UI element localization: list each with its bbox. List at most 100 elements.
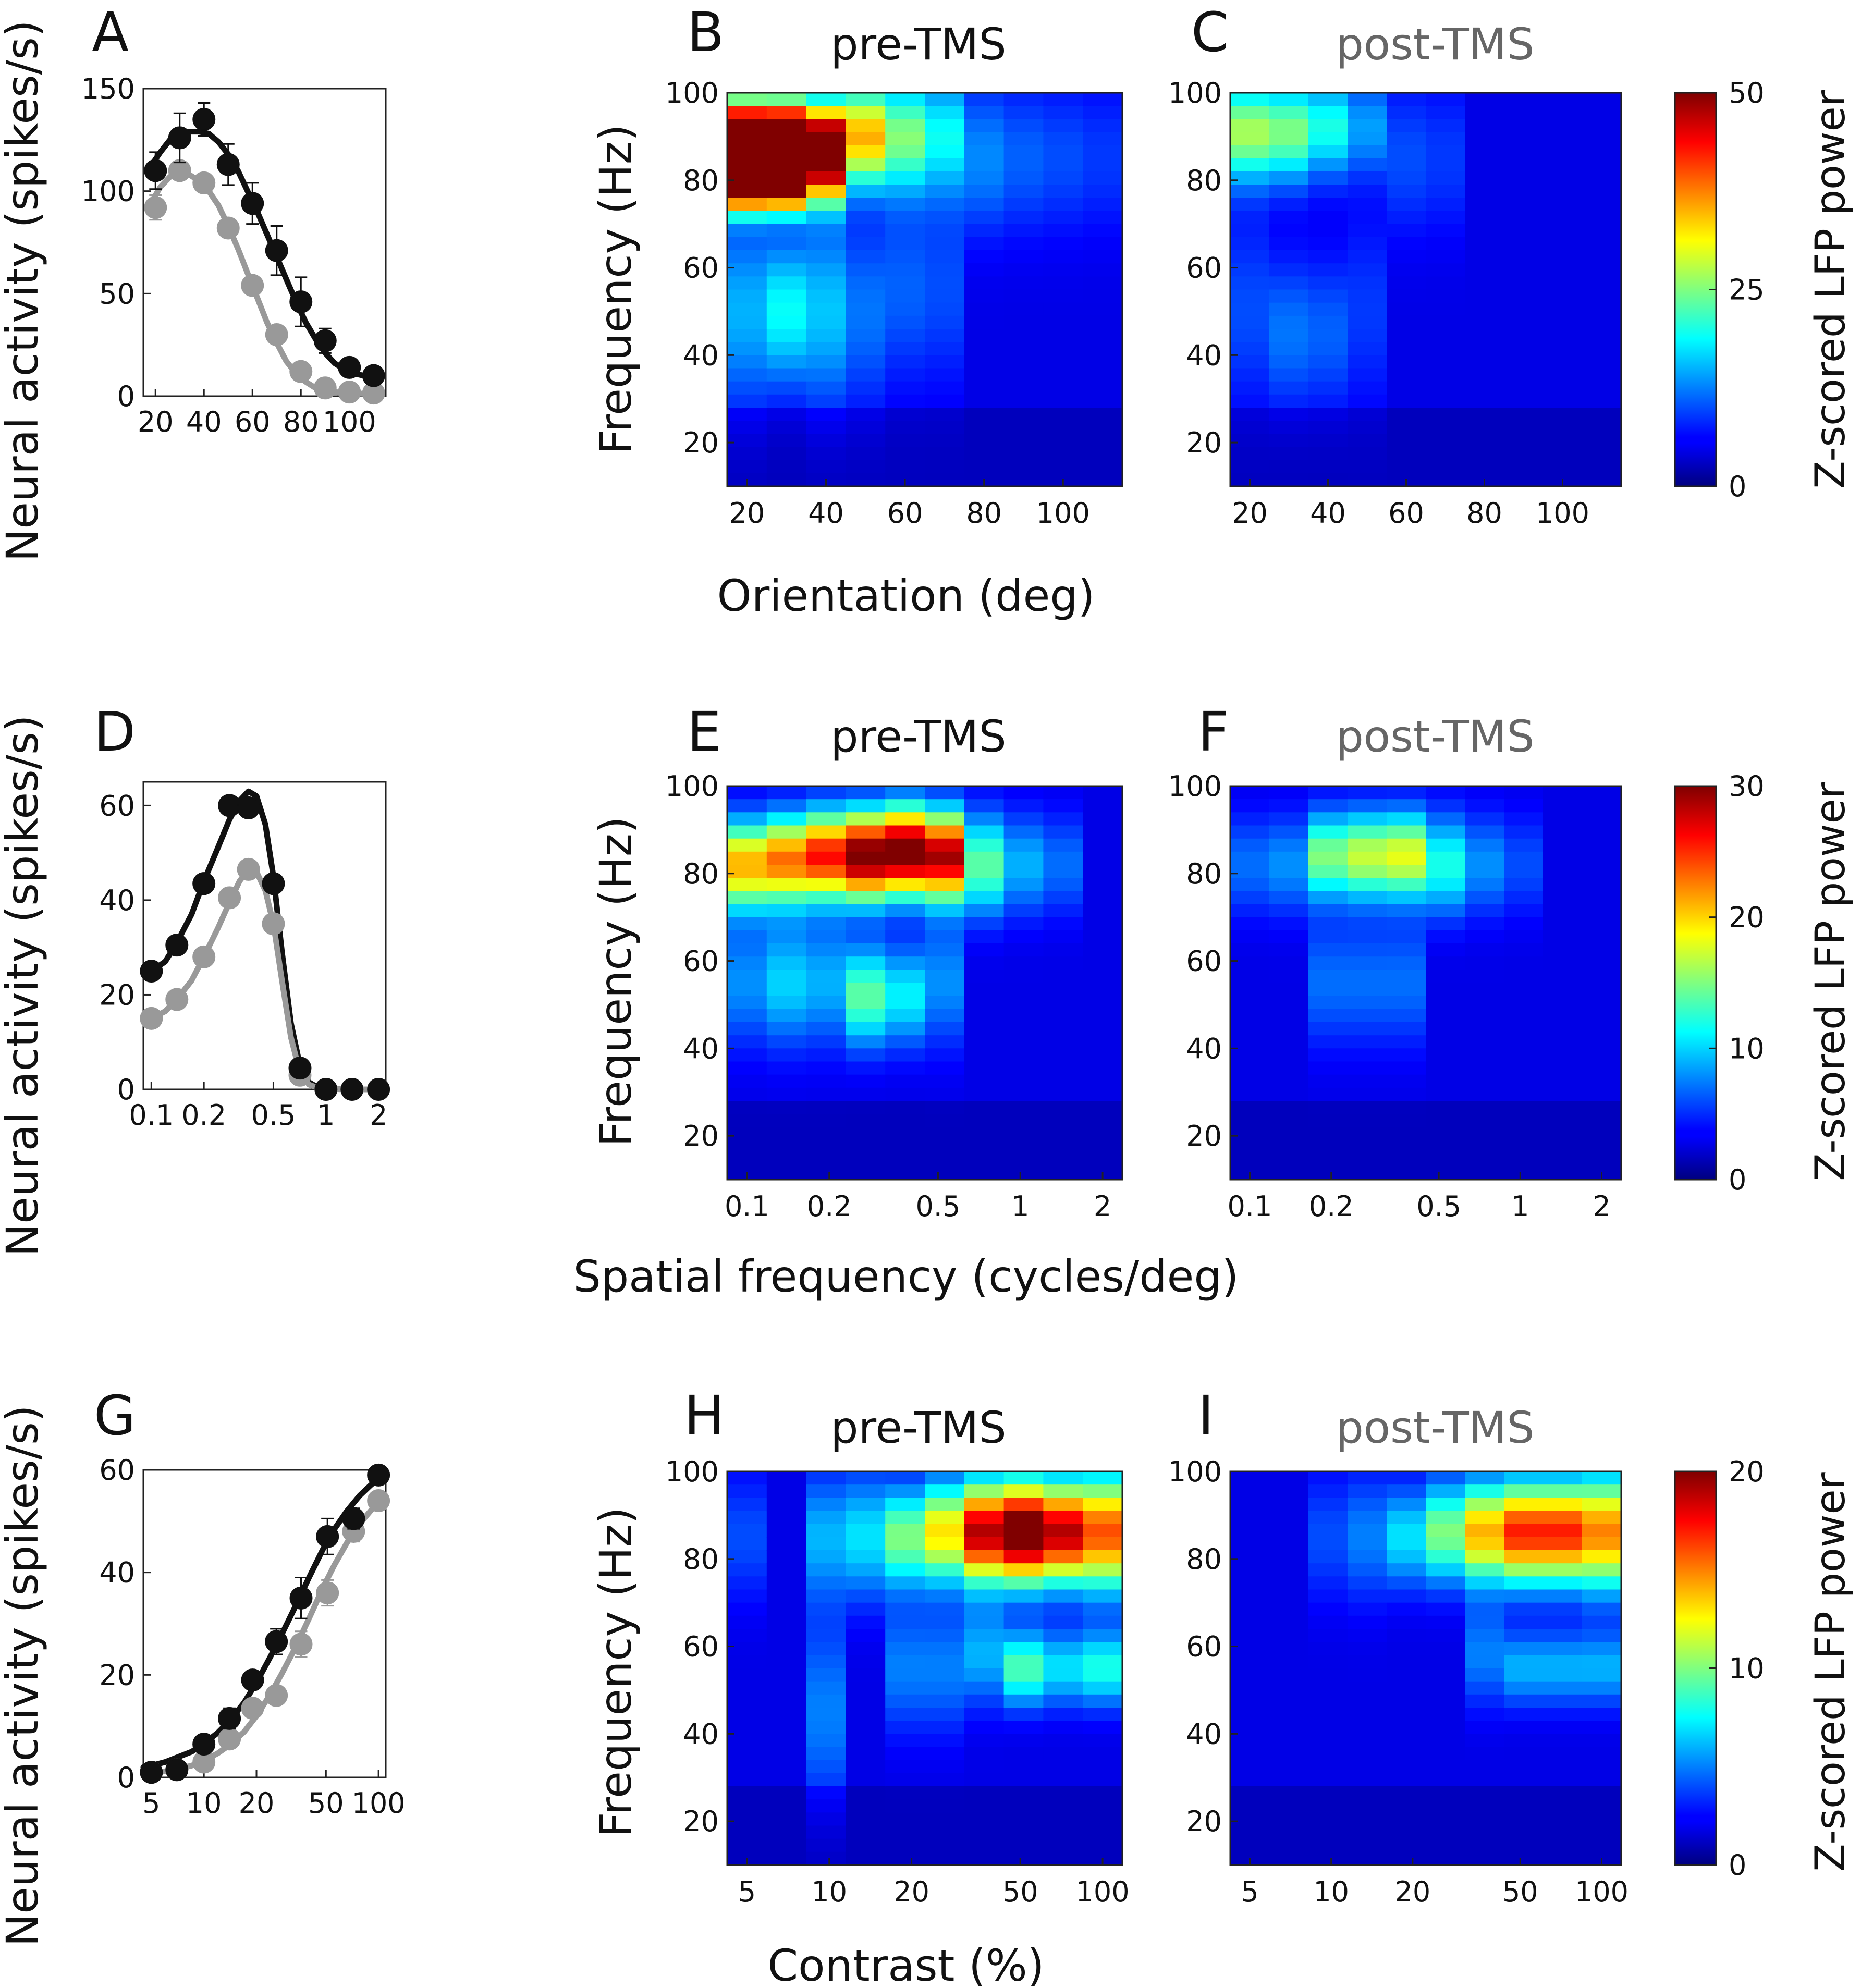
heatmap-cell (1308, 1048, 1348, 1062)
heatmap-cell (1504, 1812, 1544, 1826)
heatmap-cell (1465, 943, 1504, 957)
heatmap-cell (806, 1615, 847, 1629)
heatmap-cell (1043, 434, 1083, 448)
heatmap-cell (806, 1022, 847, 1036)
heatmap-cell (806, 878, 847, 892)
heatmap-cell (846, 1127, 886, 1141)
heatmap-cell (1083, 1629, 1123, 1642)
heatmap-cell (1269, 891, 1309, 905)
heatmap-cell (1582, 1681, 1622, 1695)
heatmap-cell (1003, 368, 1044, 382)
heatmap-cell (1387, 1524, 1426, 1538)
heatmap-cell (1308, 799, 1348, 813)
heatmap-cell (1043, 1471, 1083, 1485)
heatmap-cell (1582, 1127, 1622, 1141)
heatmap-cell (1387, 119, 1426, 133)
heatmap-cell (727, 1589, 767, 1603)
heatmap-cell (1426, 132, 1465, 146)
heatmap-cell (925, 1708, 965, 1721)
heatmap-cell (1348, 171, 1387, 185)
heatmap-cell (1348, 1471, 1387, 1485)
heatmap-cell (846, 970, 886, 984)
heatmap-cell (925, 224, 965, 238)
heatmap-cell (846, 1615, 886, 1629)
heatmap-cell (806, 302, 847, 316)
x-tick-label: 10 (186, 1787, 222, 1820)
heatmap-frame (726, 785, 1123, 1181)
heatmap-cell (806, 1694, 847, 1708)
heatmap-cell (766, 473, 807, 487)
heatmap-cell (1043, 956, 1083, 971)
heatmap-cell (806, 1838, 847, 1852)
heatmap-cell (964, 1550, 1005, 1564)
heatmap-cell (1504, 786, 1544, 800)
heatmap-cell (1387, 1589, 1426, 1603)
heatmap-cell (1582, 185, 1622, 199)
data-point (289, 1586, 313, 1610)
heatmap-cell (1083, 1563, 1123, 1577)
heatmap-cell (1504, 211, 1544, 225)
heatmap-cell (1543, 891, 1583, 905)
heatmap-cell (1348, 119, 1387, 133)
heatmap-cell (727, 1484, 767, 1499)
heatmap-cell (1269, 1734, 1309, 1748)
heatmap-cell (1230, 329, 1270, 342)
heatmap-cell (1387, 1786, 1426, 1800)
heatmap-cell (885, 1087, 925, 1101)
heatmap-cell (1043, 1035, 1083, 1049)
y-tick-label: 100 (665, 77, 719, 109)
heatmap-cell (1543, 106, 1583, 120)
heatmap-cell (925, 1642, 965, 1656)
heatmap-cell (885, 1127, 925, 1141)
heatmap-cell (1348, 1629, 1387, 1642)
heatmap-cell (727, 1655, 767, 1669)
heatmap-cell (1582, 408, 1622, 421)
heatmap-cell (1308, 891, 1348, 905)
data-point (340, 1078, 364, 1101)
heatmap-cell (1504, 329, 1544, 342)
heatmap-cell (1308, 211, 1348, 225)
heatmap-cell (925, 970, 965, 984)
heatmap-cell (1083, 106, 1123, 120)
heatmap-cell (925, 1799, 965, 1813)
heatmap-cell (1083, 1668, 1123, 1682)
heatmap-cell (1043, 342, 1083, 356)
heatmap-cell (1043, 211, 1083, 225)
y-tick-label: 0 (117, 1761, 135, 1794)
heatmap-cell (1230, 1114, 1270, 1128)
heatmap-cell (806, 368, 847, 382)
heatmap-cell (1582, 1655, 1622, 1669)
heatmap-cell (1003, 917, 1044, 931)
heatmap-cell (766, 970, 807, 984)
heatmap-cell (1269, 1101, 1309, 1114)
heatmap-cell (885, 1022, 925, 1036)
heatmap-cell (1582, 996, 1622, 1010)
heatmap-cell (806, 1127, 847, 1141)
heatmap-cell (766, 891, 807, 905)
heatmap-cell (1465, 302, 1504, 316)
heatmap-cell (766, 838, 807, 852)
heatmap-cell (1387, 904, 1426, 918)
heatmap-cell (806, 1153, 847, 1167)
data-point (262, 872, 285, 895)
heatmap-cell (806, 237, 847, 251)
heatmap-cell (1308, 1851, 1348, 1866)
heatmap-cell (1348, 473, 1387, 487)
heatmap-cell (806, 1668, 847, 1682)
heatmap-cell (1308, 132, 1348, 146)
heatmap-frame (1229, 1470, 1622, 1866)
heatmap-cell (925, 1153, 965, 1167)
heatmap-cell (1426, 865, 1465, 878)
y-tick-label: 80 (1186, 1543, 1222, 1576)
heatmap-cell (1308, 447, 1348, 461)
heatmap-cell (1582, 1642, 1622, 1656)
heatmap-cell (1043, 171, 1083, 185)
data-point (289, 360, 313, 383)
heatmap-cell (964, 289, 1005, 303)
heatmap-cell (1230, 1550, 1270, 1564)
heatmap-cell (1582, 1484, 1622, 1499)
heatmap-cell (1582, 1048, 1622, 1062)
heatmap-cell (1348, 1799, 1387, 1813)
heatmap-cell (766, 368, 807, 382)
heatmap-cell (1043, 408, 1083, 421)
